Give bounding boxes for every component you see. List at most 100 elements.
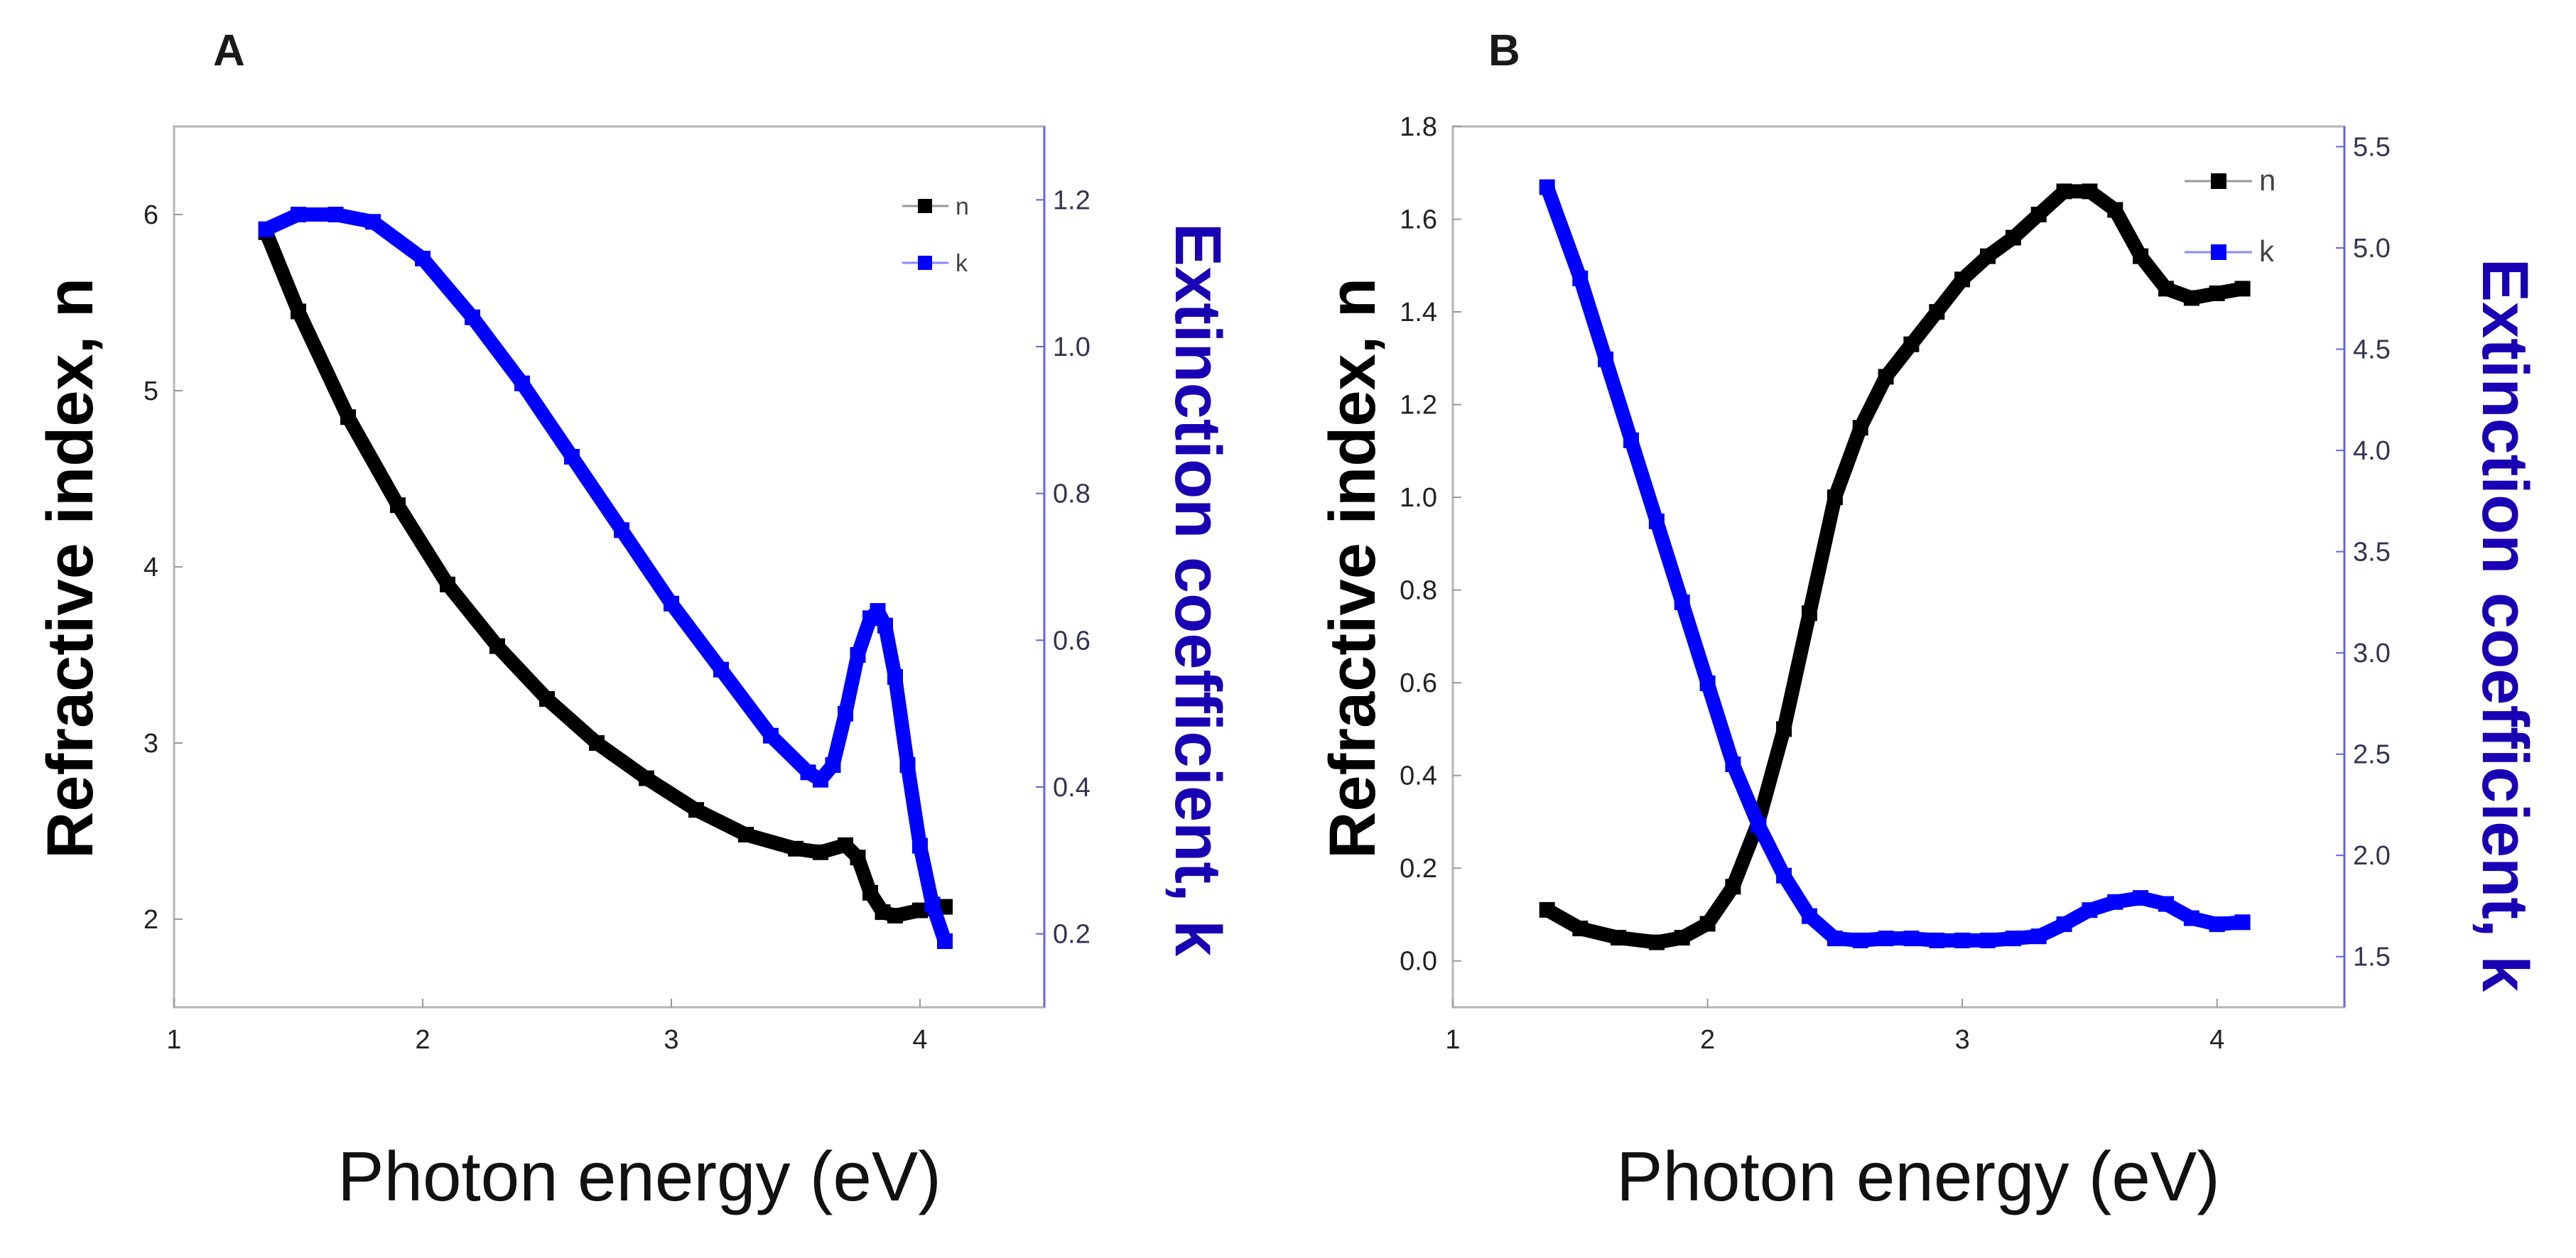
series-k-point (1802, 908, 1817, 924)
series-n-point (887, 908, 903, 923)
series-n-point (1954, 271, 1971, 288)
y-left-tick-label: 0.6 (1400, 668, 1437, 698)
series-k-point (2158, 896, 2174, 912)
y-right-tick-label: 1.0 (1053, 332, 1091, 362)
series-n-point (2056, 183, 2072, 200)
series-n-point (1802, 605, 1817, 622)
legend-k-marker (918, 256, 932, 270)
panel-a-right-ticks: 0.2 0.4 0.6 0.8 1.0 1.2 (1036, 185, 1091, 950)
series-n-point (340, 409, 356, 425)
series-n-point (390, 497, 406, 514)
series-n-point (589, 735, 605, 751)
series-k-point (2005, 931, 2021, 947)
series-n-point (1572, 921, 1589, 937)
panel-b-right-ticks: 1.5 2.0 2.5 3.0 3.5 4.0 4.5 5.0 5.5 (2336, 133, 2391, 972)
series-n-point (1725, 879, 1741, 895)
panel-b-label: B (1488, 26, 1520, 75)
series-k-line (259, 207, 952, 948)
y-right-tick-label: 2.5 (2353, 740, 2391, 770)
panel-a-legend: n k (902, 193, 969, 277)
series-n-point (1776, 721, 1792, 737)
series-k-point (2082, 902, 2098, 918)
y-left-tick-label: 2 (144, 905, 158, 935)
y-right-tick-label: 1.5 (2353, 943, 2391, 972)
panel-a: A 1 2 3 4 2 3 4 5 6 0.2 0.4 0.6 0.8 1.0 1.2 n k Refr… (34, 26, 1234, 1215)
series-k-point (258, 221, 274, 237)
y-right-tick-label: 0.4 (1053, 773, 1091, 803)
series-n-point (1852, 420, 1868, 436)
series-n-point (688, 802, 704, 818)
panel-b-y-label-left: Refractive index, n (1316, 278, 1389, 859)
series-n-point (1648, 934, 1665, 950)
series-n-point (1827, 489, 1843, 506)
series-k-point (912, 837, 928, 854)
y-left-tick-label: 0.8 (1400, 576, 1437, 606)
panel-b-legend: n k (2185, 163, 2275, 268)
y-left-tick-label: 1.8 (1400, 112, 1437, 142)
series-k-point (1725, 756, 1741, 772)
y-right-tick-label: 4.0 (2353, 436, 2391, 466)
series-n-point (875, 904, 891, 921)
y-left-tick-label: 0.0 (1400, 947, 1437, 977)
series-k-point (365, 214, 381, 230)
series-n-point (1699, 916, 1716, 932)
series-k-point (813, 771, 828, 788)
legend-n-marker (2211, 173, 2226, 189)
series-k-point (1699, 675, 1716, 691)
y-left-tick-label: 1.2 (1400, 391, 1437, 421)
panel-a-plot-frame (173, 125, 1046, 1009)
series-k-point (1648, 513, 1665, 529)
series-n-point (440, 576, 455, 592)
series-k-point (1929, 932, 1945, 948)
panel-b-plot-frame (1451, 125, 2346, 1009)
y-left-tick-label: 1.4 (1400, 298, 1437, 327)
series-n-point (912, 902, 928, 918)
series-n-point (813, 844, 828, 860)
y-right-tick-label: 2.0 (2353, 841, 2391, 871)
series-k-point (1878, 931, 1894, 947)
panel-a-series-marks (258, 207, 953, 949)
series-k-point (1776, 867, 1792, 884)
series-n-point (489, 638, 505, 654)
legend-k-label: k (956, 250, 968, 277)
panel-a-x-ticks: 1 2 3 4 (166, 999, 928, 1055)
series-n-point (639, 770, 654, 786)
series-k-point (2133, 890, 2149, 906)
series-k-line (1539, 180, 2250, 948)
series-n-point (2005, 229, 2021, 246)
series-k-point (328, 207, 344, 222)
series-k-point (2209, 916, 2225, 933)
series-k-point (614, 522, 629, 538)
y-left-tick-label: 5 (144, 376, 158, 406)
x-tick-label: 2 (1700, 1025, 1715, 1055)
series-k-point (1572, 270, 1589, 286)
legend-k-marker (2211, 244, 2226, 260)
y-right-tick-label: 0.6 (1053, 626, 1091, 656)
panel-b-x-ticks: 1 2 3 4 (1445, 999, 2224, 1055)
series-k-point (415, 251, 431, 266)
y-right-tick-label: 3.5 (2353, 538, 2391, 568)
y-right-tick-label: 0.8 (1053, 479, 1091, 509)
x-tick-label: 4 (2209, 1025, 2224, 1055)
series-k-point (763, 727, 779, 744)
y-right-tick-label: 4.5 (2353, 335, 2391, 365)
y-left-tick-label: 0.2 (1400, 854, 1437, 884)
series-k-point (2056, 916, 2072, 933)
panel-b-left-ticks: 0.0 0.2 0.4 0.6 0.8 1.0 1.2 1.4 1.6 1.8 (1400, 112, 1461, 977)
series-n-point (838, 837, 853, 853)
x-tick-label: 3 (1955, 1025, 1970, 1055)
x-tick-label: 3 (664, 1025, 678, 1055)
series-n-point (2158, 281, 2174, 297)
series-k-point (291, 207, 306, 222)
series-n-point (2234, 281, 2251, 297)
panel-b-y-label-right: Extinction coefficient, k (2469, 259, 2541, 992)
series-k-point (713, 661, 729, 678)
legend-n-label: n (2259, 163, 2275, 197)
series-n-point (1929, 304, 1945, 320)
series-n-point (2183, 290, 2199, 306)
panel-a-y-label-right: Extinction coefficient, k (1162, 223, 1234, 957)
panel-a-left-ticks: 2 3 4 5 6 (144, 200, 183, 935)
series-k-point (1980, 932, 1996, 948)
series-n-point (1903, 336, 1920, 352)
